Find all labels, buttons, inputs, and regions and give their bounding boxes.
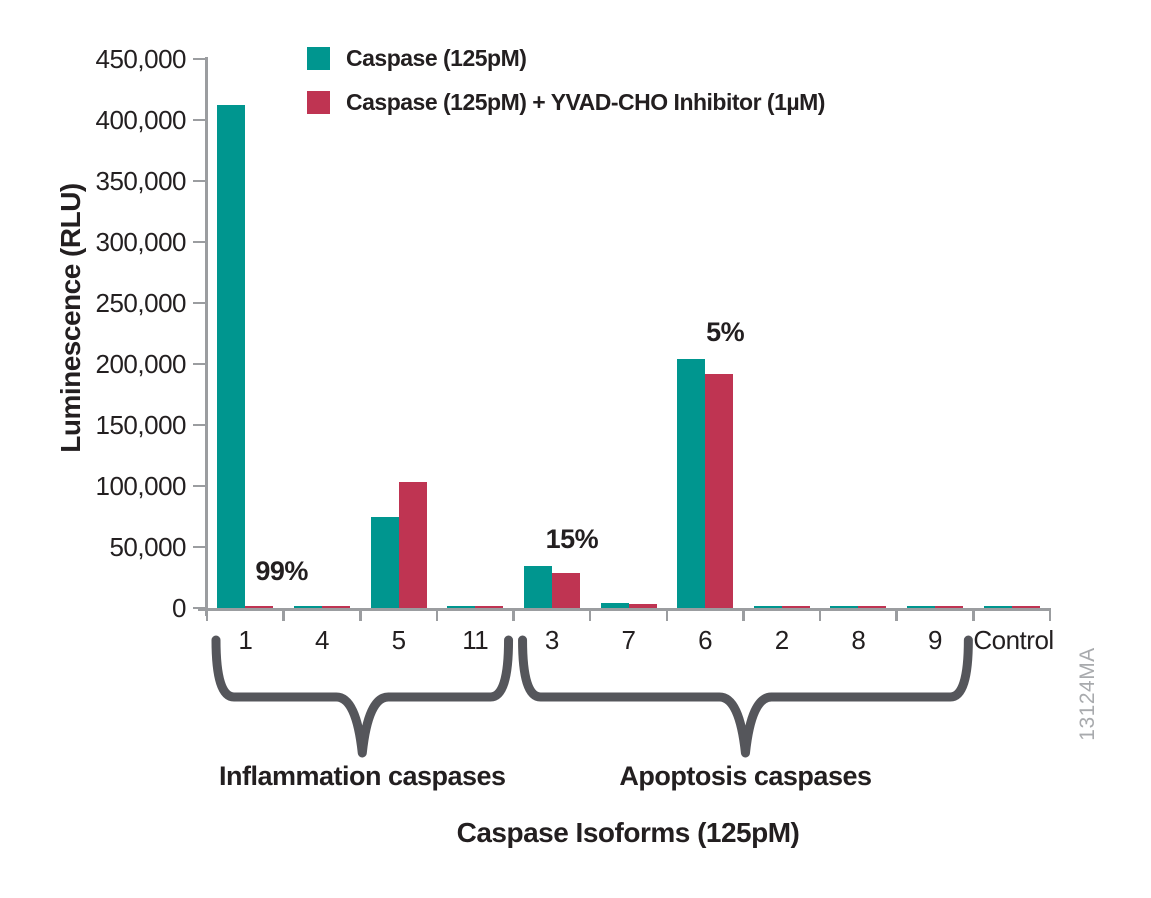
bar-2-inhibitor	[781, 605, 810, 608]
y-tick	[193, 484, 205, 488]
bar-5-inhibitor	[398, 482, 427, 608]
y-tick-label: 300,000	[95, 227, 187, 257]
y-tick-label: 250,000	[95, 288, 187, 318]
bar-11-caspase	[447, 605, 476, 608]
x-tick	[1048, 608, 1052, 621]
x-tick	[512, 608, 515, 621]
x-category-label-3: 3	[544, 625, 559, 655]
watermark: 13124MA	[1076, 647, 1099, 741]
bar-7-inhibitor	[628, 603, 657, 608]
bar-Control-caspase	[983, 605, 1012, 608]
x-tick	[359, 608, 362, 621]
legend-label-inhibitor: Caspase (125pM) + YVAD-CHO Inhibitor (1µ…	[346, 89, 825, 115]
x-category-label-5: 5	[391, 625, 406, 655]
bar-3-inhibitor	[551, 572, 580, 608]
x-category-label-9: 9	[928, 625, 943, 655]
legend-swatch-caspase	[307, 47, 330, 70]
bar-9-caspase	[907, 605, 936, 608]
bar-1-inhibitor	[245, 606, 274, 608]
x-category-label-4: 4	[314, 625, 329, 655]
legend-label-caspase: Caspase (125pM)	[346, 45, 527, 71]
legend-item-caspase: Caspase (125pM)	[307, 45, 825, 72]
bar-3-caspase	[523, 565, 552, 608]
brace-icon-2	[518, 635, 973, 758]
annotation-6: 5%	[706, 317, 745, 348]
bar-6-caspase	[677, 359, 706, 608]
y-tick	[193, 240, 205, 244]
y-tick	[193, 423, 205, 427]
x-category-label-1: 1	[238, 625, 253, 655]
legend: Caspase (125pM) Caspase (125pM) + YVAD-C…	[307, 45, 825, 133]
y-tick	[193, 545, 205, 549]
y-tick	[193, 606, 205, 610]
y-tick	[193, 118, 205, 122]
x-axis-title: Caspase Isoforms (125pM)	[456, 817, 800, 848]
legend-item-inhibitor: Caspase (125pM) + YVAD-CHO Inhibitor (1µ…	[307, 89, 825, 116]
bar-11-inhibitor	[475, 605, 504, 608]
y-tick-label: 0	[172, 593, 186, 623]
x-category-label-8: 8	[851, 625, 866, 655]
bar-6-inhibitor	[705, 373, 734, 608]
x-tick	[205, 608, 209, 621]
y-tick-label: 350,000	[95, 166, 187, 196]
x-tick	[435, 608, 439, 621]
y-tick	[193, 179, 205, 183]
bar-2-caspase	[753, 605, 782, 608]
x-tick	[588, 608, 592, 621]
x-axis-line	[198, 608, 1050, 611]
x-category-label-2: 2	[774, 625, 789, 655]
x-tick	[972, 608, 975, 621]
x-category-label-7: 7	[621, 625, 636, 655]
x-category-label-Control: Control	[973, 625, 1054, 655]
bar-5-caspase	[370, 516, 399, 608]
y-tick-label: 200,000	[95, 349, 187, 379]
bar-4-caspase	[293, 605, 322, 608]
legend-swatch-inhibitor	[307, 91, 330, 114]
x-category-label-11: 11	[462, 625, 489, 655]
y-tick	[193, 301, 205, 305]
x-tick	[742, 608, 745, 621]
group-label-1: Inflammation caspases	[218, 761, 506, 791]
x-tick	[895, 608, 898, 621]
y-tick-label: 50,000	[109, 532, 186, 562]
x-tick	[665, 608, 669, 621]
y-tick	[193, 57, 205, 61]
x-tick	[282, 608, 285, 621]
bar-1-caspase	[217, 105, 246, 608]
bar-Control-inhibitor	[1011, 605, 1040, 608]
bar-4-inhibitor	[321, 605, 350, 608]
brace-icon-1	[211, 635, 514, 758]
bar-9-inhibitor	[935, 605, 964, 608]
bar-8-inhibitor	[858, 605, 887, 608]
bar-7-caspase	[600, 602, 629, 608]
y-tick-label: 100,000	[95, 471, 187, 501]
group-label-2: Apoptosis caspases	[619, 761, 872, 791]
annotation-3: 15%	[545, 523, 599, 554]
y-tick	[193, 362, 205, 366]
y-tick-label: 450,000	[95, 44, 187, 74]
x-category-label-6: 6	[698, 625, 713, 655]
y-axis-line	[205, 57, 208, 616]
y-tick-label: 400,000	[95, 105, 187, 135]
annotation-1: 99%	[255, 556, 308, 586]
bar-8-caspase	[830, 605, 859, 608]
y-tick-label: 150,000	[95, 410, 187, 440]
x-tick	[818, 608, 822, 621]
